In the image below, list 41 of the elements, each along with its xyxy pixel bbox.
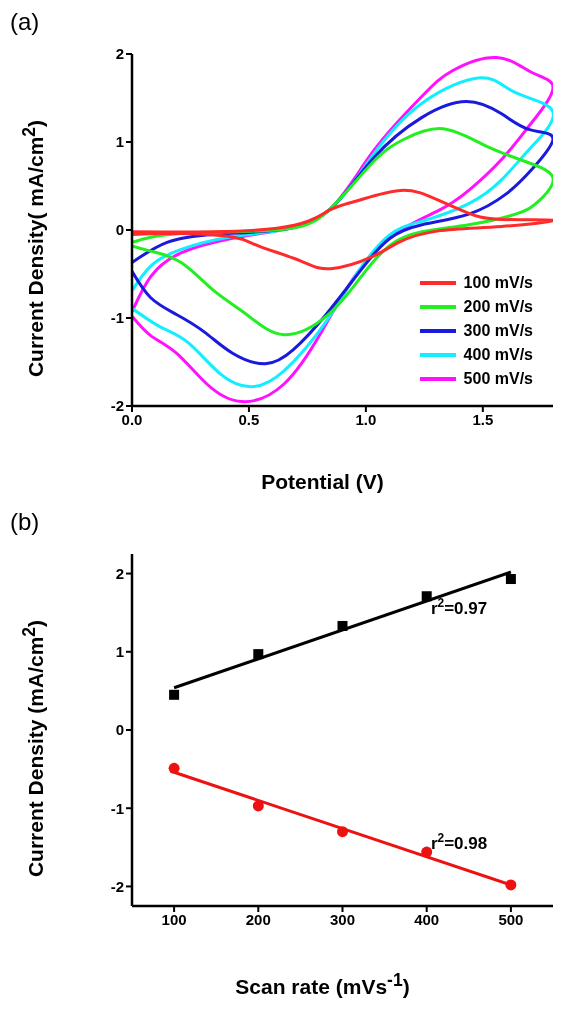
y-tick-label: -1 <box>110 309 124 327</box>
point <box>253 649 264 660</box>
y-tick-label: 2 <box>115 45 124 63</box>
legend-label: 100 mV/s <box>463 274 533 292</box>
x-tick-label: 400 <box>414 910 440 928</box>
point <box>337 620 348 631</box>
point <box>337 826 348 838</box>
annotation: r$^{2}$=0.97 <box>430 595 488 618</box>
point <box>421 846 433 858</box>
point <box>168 762 180 774</box>
chart-title: (a) <box>10 8 40 36</box>
y-tick-label: 2 <box>115 564 124 582</box>
point <box>252 800 264 812</box>
y-tick-label: 1 <box>115 643 124 661</box>
y-tick-label: 0 <box>115 721 124 739</box>
legend-label: 300 mV/s <box>463 322 533 340</box>
legend-label: 200 mV/s <box>463 298 533 316</box>
legend-label: 400 mV/s <box>463 346 533 364</box>
line-series <box>132 188 553 271</box>
x-tick-label: 1.5 <box>472 410 494 428</box>
y-tick-label: -2 <box>110 397 124 415</box>
y-tick-label: 0 <box>115 221 124 239</box>
chart-title: (b) <box>10 508 40 536</box>
point <box>505 879 517 891</box>
annotation: r$^{2}$=0.98 <box>430 830 488 853</box>
legend-label: 500 mV/s <box>463 370 533 388</box>
x-tick-label: 1.0 <box>355 410 377 428</box>
x-tick-label: 100 <box>161 910 187 928</box>
x-tick-label: 0.5 <box>238 410 260 428</box>
point <box>421 591 432 602</box>
x-axis-title: Potential (V) <box>260 470 385 494</box>
x-tick-label: 500 <box>498 910 524 928</box>
y-tick-label: -1 <box>110 799 124 817</box>
x-tick-label: 200 <box>245 910 271 928</box>
y-tick-label: -2 <box>110 877 124 895</box>
y-tick-label: 1 <box>115 133 124 151</box>
x-tick-label: 0.0 <box>121 410 143 428</box>
x-tick-label: 300 <box>329 910 356 928</box>
point <box>505 574 516 585</box>
point <box>169 689 180 700</box>
x-axis-title: Scan rate (mVs$^{-1}$) <box>234 970 411 999</box>
